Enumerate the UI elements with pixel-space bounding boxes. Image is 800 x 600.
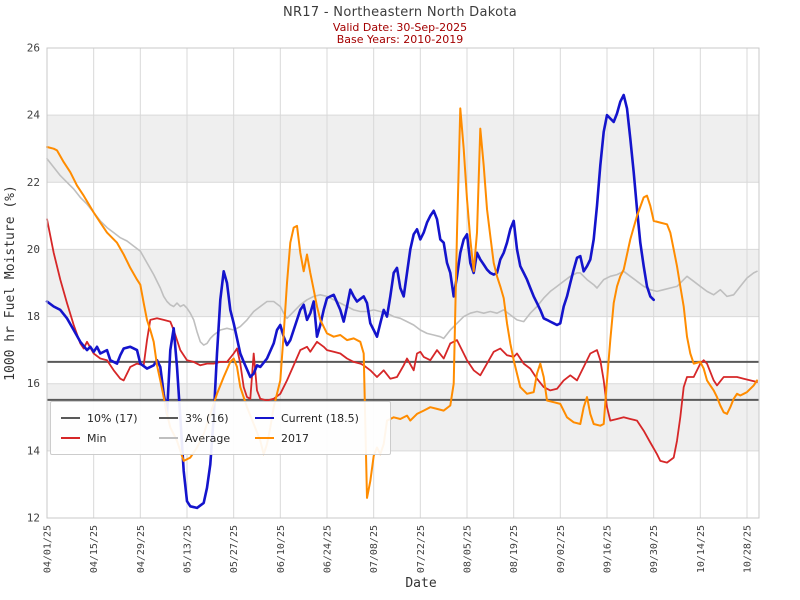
svg-text:18: 18	[27, 310, 40, 323]
chart-subtitle-valid-date: Valid Date: 30-Sep-2025	[332, 21, 468, 34]
svg-text:05/13/25: 05/13/25	[183, 525, 194, 573]
svg-text:10/14/25: 10/14/25	[696, 525, 707, 573]
svg-text:08/19/25: 08/19/25	[509, 525, 520, 573]
legend-swatch-icon	[255, 417, 274, 419]
band	[47, 115, 759, 183]
legend-swatch-icon	[61, 417, 80, 419]
legend-item-average: Average	[159, 432, 255, 445]
x-axis-label: Date	[405, 576, 436, 591]
band	[47, 249, 759, 317]
series-average	[46, 158, 758, 346]
svg-text:06/24/25: 06/24/25	[323, 525, 334, 573]
svg-text:12: 12	[27, 512, 40, 525]
legend-swatch-icon	[255, 437, 274, 439]
svg-text:04/01/25: 04/01/25	[43, 525, 54, 573]
legend-label: 10% (17)	[87, 411, 138, 425]
legend-item-2017: 2017	[255, 432, 380, 445]
series-2017	[46, 107, 758, 499]
svg-text:09/16/25: 09/16/25	[603, 525, 614, 573]
svg-text:04/29/25: 04/29/25	[136, 525, 147, 573]
series-min	[46, 218, 758, 464]
chart-subtitle-base-years: Base Years: 2010-2019	[336, 33, 464, 46]
legend-item-10-17-: 10% (17)	[61, 412, 159, 425]
legend-swatch-icon	[159, 417, 178, 419]
svg-text:06/10/25: 06/10/25	[276, 525, 287, 573]
svg-text:05/27/25: 05/27/25	[229, 525, 240, 573]
legend-item-3-16-: 3% (16)	[159, 412, 255, 425]
svg-text:04/15/25: 04/15/25	[89, 525, 100, 573]
svg-text:16: 16	[27, 377, 40, 390]
svg-text:14: 14	[27, 444, 41, 457]
svg-text:09/30/25: 09/30/25	[649, 525, 660, 573]
legend-item-current-18-5-: Current (18.5)	[255, 412, 380, 425]
legend-swatch-icon	[159, 437, 178, 439]
svg-text:08/05/25: 08/05/25	[463, 525, 474, 573]
svg-text:26: 26	[27, 42, 40, 55]
chart-title: NR17 - Northeastern North Dakota	[282, 5, 518, 20]
legend-item-min: Min	[61, 432, 159, 445]
svg-text:07/08/25: 07/08/25	[369, 525, 380, 573]
legend-label: Current (18.5)	[281, 411, 359, 425]
svg-text:07/22/25: 07/22/25	[416, 525, 427, 573]
legend-label: Average	[185, 431, 231, 445]
legend-label: 2017	[281, 431, 309, 445]
legend-label: 3% (16)	[185, 411, 229, 425]
svg-text:24: 24	[27, 109, 41, 122]
y-axis-label: 1000 hr Fuel Moisture (%)	[3, 185, 18, 381]
chart-legend: 10% (17) 3% (16) Current (18.5) Min Average 2…	[50, 401, 391, 455]
legend-swatch-icon	[61, 437, 80, 439]
svg-text:20: 20	[27, 243, 40, 256]
svg-text:22: 22	[27, 176, 40, 189]
svg-text:10/28/25: 10/28/25	[743, 525, 754, 573]
series-current-18-5-	[45, 93, 656, 510]
svg-text:09/02/25: 09/02/25	[556, 525, 567, 573]
legend-label: Min	[87, 431, 107, 445]
